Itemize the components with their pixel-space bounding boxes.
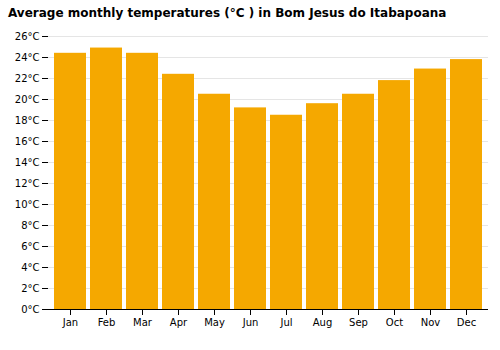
svg-text:22°C: 22°C <box>15 73 40 84</box>
svg-text:Nov: Nov <box>421 317 441 328</box>
svg-text:Feb: Feb <box>98 317 116 328</box>
svg-text:18°C: 18°C <box>15 115 40 126</box>
svg-text:0°C: 0°C <box>21 304 39 315</box>
svg-text:Dec: Dec <box>457 317 476 328</box>
svg-text:20°C: 20°C <box>15 94 40 105</box>
svg-text:10°C: 10°C <box>15 199 40 210</box>
html-text:Average monthly temperatures (: Average monthly temperatures (°C ) in Bo… <box>8 6 447 20</box>
svg-text:Apr: Apr <box>170 317 188 328</box>
svg-text:14°C: 14°C <box>15 157 40 168</box>
svg-text:Jul: Jul <box>279 317 292 328</box>
svg-text:Mar: Mar <box>133 317 153 328</box>
svg-text:Aug: Aug <box>313 317 333 328</box>
svg-text:8°C: 8°C <box>21 220 39 231</box>
svg-text:2°C: 2°C <box>21 283 39 294</box>
svg-text:26°C: 26°C <box>15 31 40 42</box>
svg-text:Oct: Oct <box>386 317 403 328</box>
svg-text:Jun: Jun <box>242 317 259 328</box>
svg-text:Sep: Sep <box>349 317 368 328</box>
svg-text:6°C: 6°C <box>21 241 39 252</box>
svg-text:24°C: 24°C <box>15 52 40 63</box>
svg-text:12°C: 12°C <box>15 178 40 189</box>
svg-text:Jan: Jan <box>62 317 78 328</box>
svg-text:4°C: 4°C <box>21 262 39 273</box>
svg-text:May: May <box>204 317 225 328</box>
svg-text:16°C: 16°C <box>15 136 40 147</box>
